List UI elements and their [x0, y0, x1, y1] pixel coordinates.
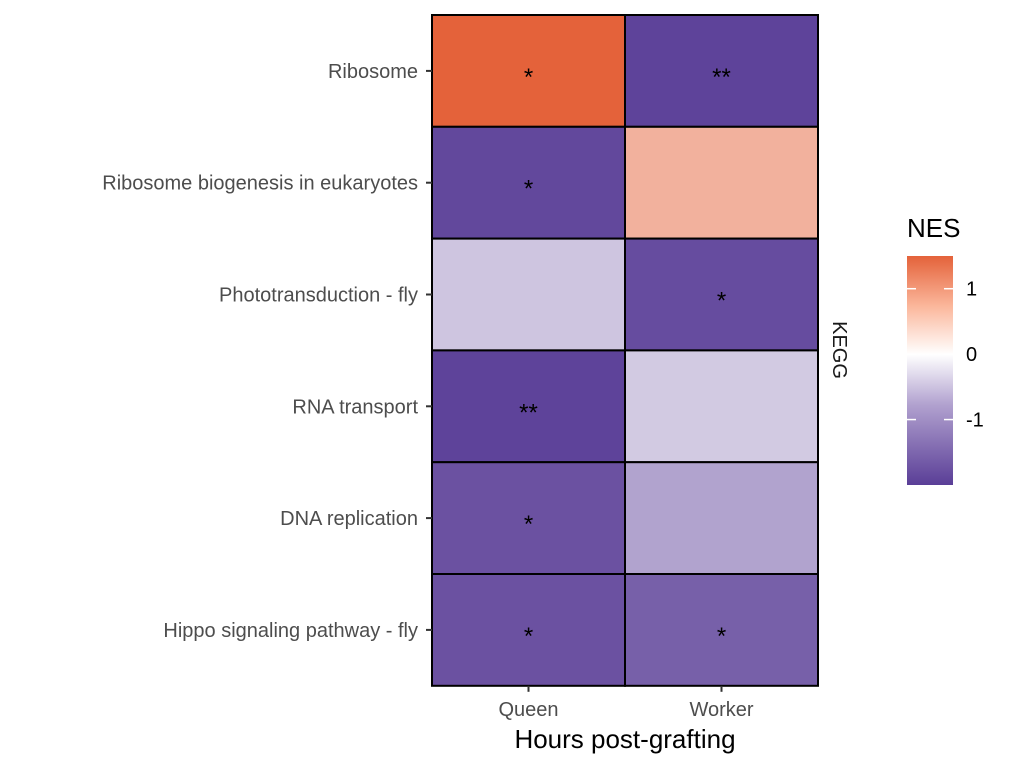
legend-tick-label: 0	[966, 344, 977, 366]
legend-ticks: 1 0 -1	[907, 279, 984, 432]
legend-title: NES	[907, 213, 960, 243]
significance-marker: *	[524, 176, 533, 203]
heatmap-cell	[624, 237, 819, 352]
row-label: Phototransduction - fly	[219, 285, 418, 307]
facet-label: KEGG	[828, 321, 850, 379]
column-labels: Queen Worker	[498, 685, 754, 721]
row-labels: Ribosome Ribosome biogenesis in eukaryote…	[102, 61, 432, 642]
x-axis-title: Hours post-grafting	[514, 724, 735, 754]
row-label: RNA transport	[292, 396, 418, 418]
row-label: Ribosome biogenesis in eukaryotes	[102, 173, 418, 195]
heatmap-cell	[431, 237, 626, 352]
heatmap-cell	[624, 14, 819, 128]
column-label: Worker	[689, 699, 753, 721]
significance-marker: *	[524, 64, 533, 91]
heatmap-cell	[431, 125, 626, 240]
legend-colorbar	[907, 256, 953, 485]
significance-marker: *	[717, 288, 726, 315]
legend-tick-label: -1	[966, 410, 984, 432]
row-label: DNA replication	[280, 508, 418, 530]
row-label: Ribosome	[328, 61, 418, 83]
heatmap-cells	[431, 14, 819, 687]
significance-marker: *	[524, 511, 533, 538]
heatmap-cell	[624, 461, 819, 576]
heatmap-cell	[624, 573, 819, 687]
heatmap-cell	[431, 14, 626, 128]
significance-marker: **	[712, 64, 731, 91]
significance-marker: *	[524, 623, 533, 650]
significance-marker: *	[717, 623, 726, 650]
row-label: Hippo signaling pathway - fly	[163, 620, 418, 642]
significance-marker: **	[519, 399, 538, 426]
heatmap-cell	[431, 461, 626, 576]
column-label: Queen	[498, 699, 558, 721]
legend-tick-label: 1	[966, 279, 977, 301]
heatmap-cell	[624, 125, 819, 240]
heatmap-cell	[624, 349, 819, 464]
significance-markers: * ******** *	[519, 64, 731, 650]
